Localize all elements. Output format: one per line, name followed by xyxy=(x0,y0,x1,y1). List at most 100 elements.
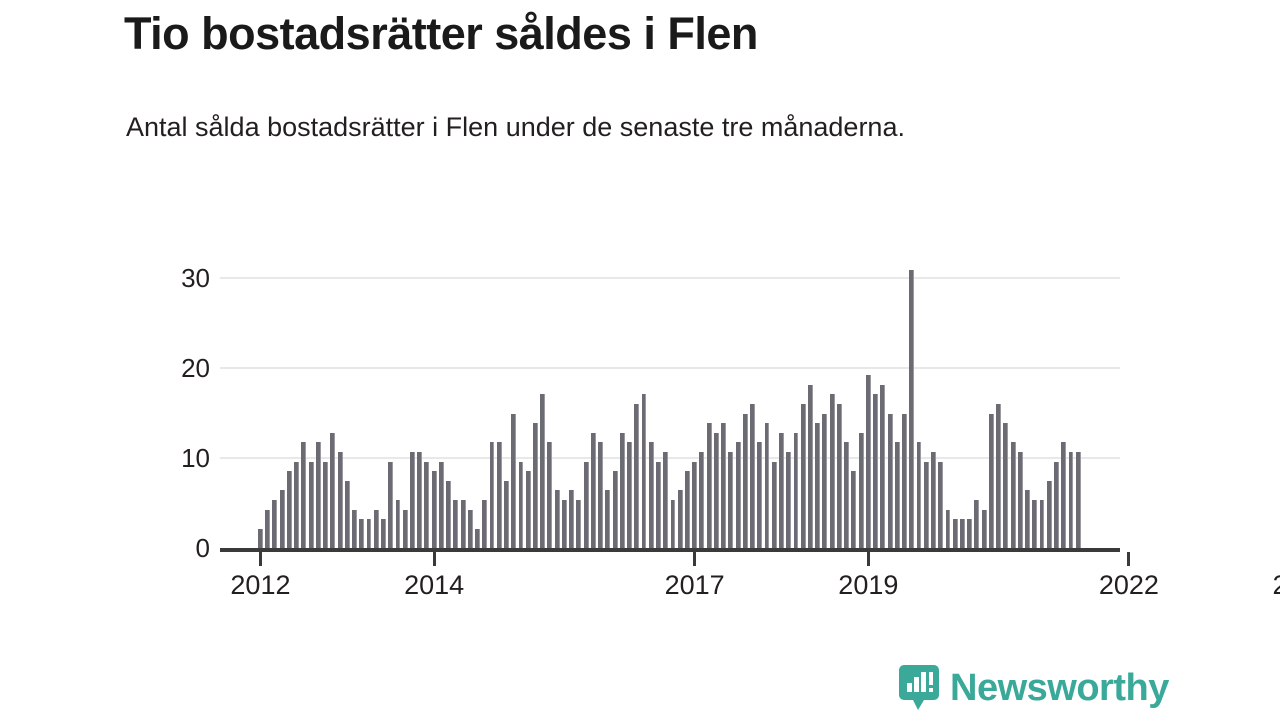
bar xyxy=(518,461,524,548)
bar xyxy=(583,461,589,548)
x-tick-mark xyxy=(866,552,870,566)
bar xyxy=(612,471,618,548)
bar xyxy=(561,500,567,548)
bar xyxy=(786,452,792,548)
bar xyxy=(388,461,394,548)
bar xyxy=(315,442,321,548)
bar xyxy=(713,432,719,548)
bar xyxy=(504,480,509,548)
x-tick-label: 2012 xyxy=(230,570,291,600)
bar xyxy=(258,528,263,548)
x-tick-mark xyxy=(693,552,697,566)
bar xyxy=(764,423,770,548)
bar xyxy=(525,471,531,548)
bar xyxy=(894,442,900,548)
newsworthy-bubble-chart-icon xyxy=(898,664,940,712)
bar xyxy=(742,413,748,548)
bar xyxy=(1054,461,1059,548)
bar xyxy=(793,432,799,548)
bar xyxy=(489,442,495,548)
bar xyxy=(1025,490,1030,548)
bar xyxy=(887,413,893,548)
bar xyxy=(482,500,488,548)
bar xyxy=(547,442,553,548)
bar xyxy=(902,413,907,548)
bar xyxy=(865,375,871,548)
bar xyxy=(952,519,958,548)
bar xyxy=(272,500,278,548)
bar xyxy=(590,432,596,548)
x-tick-label: 2022 xyxy=(1098,570,1159,600)
plot-area: 10 xyxy=(220,250,1120,552)
bar-series xyxy=(258,250,1083,548)
x-tick-label: 2024 xyxy=(1273,570,1280,601)
y-tick-label-30: 30 xyxy=(181,263,210,293)
x-axis: 2012 2014 2017 2019 2022 2024 xyxy=(220,552,1280,612)
bar xyxy=(308,461,314,548)
page-subtitle: Antal sålda bostadsrätter i Flen under d… xyxy=(126,112,905,142)
bar xyxy=(880,384,886,548)
bar xyxy=(460,500,466,548)
bar xyxy=(619,432,625,548)
bar xyxy=(1046,480,1052,548)
bar xyxy=(1075,452,1081,548)
x-tick-mark xyxy=(1127,552,1131,566)
bar xyxy=(815,423,821,548)
bar xyxy=(554,490,560,548)
bar xyxy=(511,413,517,548)
bar xyxy=(381,519,386,548)
bar xyxy=(858,432,864,548)
bar xyxy=(967,519,973,548)
bar xyxy=(851,471,857,548)
x-tick-label: 2019 xyxy=(838,570,899,600)
bar xyxy=(605,490,611,548)
y-tick-label-10: 10 xyxy=(181,443,210,473)
bar xyxy=(959,519,965,548)
gridline-30 xyxy=(220,277,1120,279)
bar xyxy=(844,442,850,548)
bar xyxy=(366,519,372,548)
bar xyxy=(829,394,835,548)
bar xyxy=(1003,423,1009,548)
bar xyxy=(467,509,473,548)
bar xyxy=(648,442,654,548)
bar xyxy=(721,423,727,548)
bar xyxy=(395,500,401,548)
bar xyxy=(757,442,763,548)
bar xyxy=(836,404,842,548)
bar xyxy=(670,500,676,548)
bar xyxy=(735,442,741,548)
bar xyxy=(779,432,784,548)
bar xyxy=(540,394,546,548)
bar xyxy=(373,509,379,548)
bar xyxy=(808,384,813,548)
x-tick-mark xyxy=(432,552,436,566)
bar xyxy=(337,452,343,548)
bar xyxy=(576,500,582,548)
y-tick-label-20: 20 xyxy=(181,353,210,383)
bar xyxy=(294,461,300,548)
bar-chart: 10 30 20 10 0 2012 2014 2017 2019 2022 2024 xyxy=(0,230,1280,600)
bar xyxy=(923,461,929,548)
bar xyxy=(417,452,423,548)
bar xyxy=(641,394,647,548)
bar xyxy=(1061,442,1067,548)
bar xyxy=(279,490,285,548)
bar xyxy=(656,461,661,548)
bar xyxy=(663,452,669,548)
bar xyxy=(446,480,452,548)
newsworthy-wordmark: Newsworthy xyxy=(950,667,1169,709)
bar xyxy=(750,404,755,548)
bar xyxy=(677,490,683,548)
bar xyxy=(352,509,357,548)
bar xyxy=(402,509,408,548)
bar xyxy=(475,528,480,548)
newsworthy-logo: Newsworthy xyxy=(898,664,1169,712)
bar xyxy=(424,461,430,548)
bar xyxy=(265,509,271,548)
bar xyxy=(438,461,444,548)
bar xyxy=(627,442,632,548)
bar xyxy=(330,432,336,548)
bar xyxy=(344,480,350,548)
